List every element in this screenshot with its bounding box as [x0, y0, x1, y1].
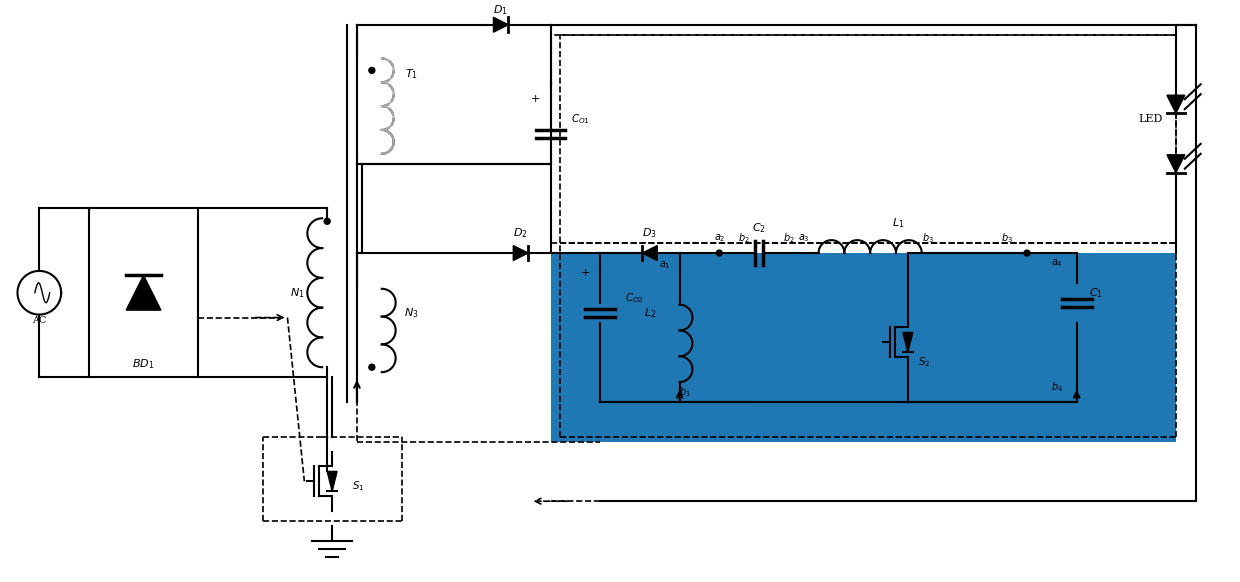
Circle shape [717, 250, 722, 256]
Polygon shape [126, 275, 161, 310]
Text: $D_3$: $D_3$ [642, 226, 657, 240]
Circle shape [368, 364, 374, 370]
Text: +: + [580, 268, 590, 278]
Text: +: + [531, 94, 541, 104]
Polygon shape [642, 246, 657, 261]
Polygon shape [327, 471, 337, 491]
Polygon shape [1167, 95, 1184, 113]
Text: LED: LED [1138, 114, 1163, 124]
Text: $D_2$: $D_2$ [513, 226, 528, 240]
Text: $C_{O2}$: $C_{O2}$ [625, 291, 645, 304]
Text: $a_1$: $a_1$ [658, 259, 671, 271]
Bar [551, 35, 1176, 243]
Text: $C_2$: $C_2$ [751, 221, 766, 235]
Text: $b_2$: $b_2$ [782, 231, 795, 245]
Polygon shape [513, 246, 528, 261]
Text: $b_4$: $b_4$ [1050, 380, 1063, 394]
Text: $S_2$: $S_2$ [918, 356, 930, 369]
Text: $C_1$: $C_1$ [1090, 286, 1104, 300]
Text: AC: AC [32, 316, 46, 325]
Text: $BD_1$: $BD_1$ [133, 357, 155, 371]
Text: $N_3$: $N_3$ [404, 306, 419, 320]
Text: $N_1$: $N_1$ [290, 286, 305, 300]
Circle shape [1024, 250, 1030, 256]
Bar [551, 253, 1176, 442]
Polygon shape [903, 332, 913, 352]
Text: $D_1$: $D_1$ [494, 3, 508, 17]
Bar [89, 208, 198, 377]
Text: $L_1$: $L_1$ [892, 217, 904, 230]
Text: $C_{O1}$: $C_{O1}$ [570, 112, 590, 126]
Text: $b_3$: $b_3$ [921, 231, 934, 245]
Text: $b_1$: $b_1$ [678, 385, 691, 399]
Text: $L_2$: $L_2$ [644, 306, 656, 320]
Circle shape [368, 68, 374, 73]
Polygon shape [1167, 155, 1184, 173]
Text: $S_1$: $S_1$ [352, 480, 365, 493]
Text: $b_3$: $b_3$ [1001, 231, 1013, 245]
Circle shape [324, 218, 330, 224]
Text: $a_4$: $a_4$ [1050, 257, 1063, 269]
Text: $b_2$: $b_2$ [738, 231, 750, 245]
Text: $a_2$: $a_2$ [713, 232, 725, 244]
Polygon shape [494, 17, 508, 32]
Text: $T_1$: $T_1$ [405, 68, 418, 81]
Text: $a_3$: $a_3$ [797, 232, 810, 244]
